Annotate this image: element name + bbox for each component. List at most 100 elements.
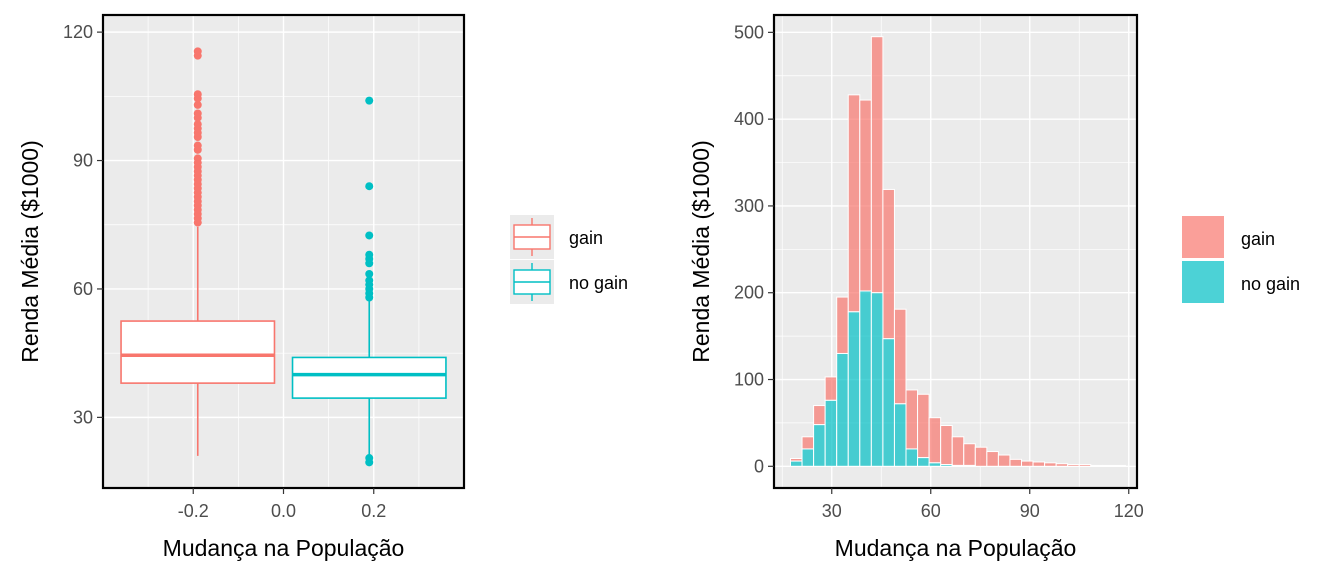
histogram-bar-gain bbox=[1044, 462, 1057, 467]
histogram-panel-border bbox=[772, 13, 1139, 490]
histogram-bar-no-gain bbox=[790, 460, 803, 467]
histogram-bar-gain bbox=[813, 405, 826, 426]
x-tick-label: -0.2 bbox=[178, 501, 209, 521]
legend-item-no-gain: no gain bbox=[1182, 261, 1300, 303]
outlier-point bbox=[365, 250, 374, 259]
histogram-bar-no-gain bbox=[813, 424, 826, 467]
y-tick-label: 500 bbox=[734, 22, 764, 42]
x-tick-label: 120 bbox=[1114, 501, 1144, 521]
histogram-bar-gain bbox=[1021, 460, 1034, 467]
histogram-marks bbox=[790, 36, 1126, 467]
histogram-bar-gain bbox=[847, 94, 861, 313]
histogram-series-no-gain bbox=[790, 290, 976, 467]
boxplot-panel: 30 60 90 120 -0.2 0.0 0.2 Mudança na População… bbox=[17, 13, 628, 561]
legend-item-gain: gain bbox=[1182, 216, 1275, 258]
box-iqr bbox=[120, 320, 276, 384]
outlier-point bbox=[193, 100, 202, 109]
x-tick-label: 30 bbox=[822, 501, 842, 521]
y-tick-label: 90 bbox=[73, 151, 93, 171]
histogram-bar-no-gain bbox=[882, 338, 895, 467]
histogram-bar-gain bbox=[1101, 464, 1115, 467]
outlier-point bbox=[365, 276, 374, 285]
histogram-bar-no-gain bbox=[928, 462, 942, 467]
histogram-bar-gain bbox=[951, 436, 965, 466]
outlier-point bbox=[193, 47, 202, 56]
y-tick-label: 120 bbox=[63, 22, 93, 42]
outlier-point bbox=[365, 96, 374, 105]
histogram-y-axis-title: Renda Média ($1000) bbox=[688, 140, 714, 362]
histogram-bar-gain bbox=[928, 417, 942, 464]
histogram-bar-gain bbox=[986, 451, 999, 467]
boxplot-legend: gain no gain bbox=[510, 215, 628, 304]
histogram-ticks: 0 100 200 300 400 500 30 60 90 120 bbox=[734, 22, 1144, 521]
box-series-no-gain bbox=[291, 96, 447, 467]
histogram-bar-gain bbox=[997, 454, 1011, 467]
outlier-point bbox=[193, 109, 202, 118]
boxplot-marks bbox=[120, 47, 447, 467]
outlier-point bbox=[365, 182, 374, 191]
outlier-point bbox=[193, 141, 202, 150]
histogram-bar-no-gain bbox=[824, 399, 838, 467]
histogram-bar-gain bbox=[824, 376, 838, 401]
histogram-bar-gain bbox=[859, 99, 872, 292]
outlier-point bbox=[193, 120, 202, 129]
legend-label: no gain bbox=[569, 273, 628, 293]
histogram-bar-no-gain bbox=[917, 457, 930, 467]
x-tick-label: 0.2 bbox=[361, 501, 386, 521]
outlier-point bbox=[193, 90, 202, 99]
histogram-bar-gain bbox=[1067, 464, 1080, 467]
y-tick-label: 0 bbox=[754, 456, 764, 476]
histogram-bar-gain bbox=[1055, 463, 1069, 467]
histogram-bar-gain bbox=[940, 425, 953, 466]
histogram-bar-gain bbox=[905, 389, 919, 450]
legend-key-swatch bbox=[1182, 216, 1224, 258]
y-tick-label: 30 bbox=[73, 407, 93, 427]
histogram-bar-gain bbox=[1032, 461, 1046, 467]
histogram-legend: gain no gain bbox=[1182, 216, 1300, 303]
histogram-bar-no-gain bbox=[870, 292, 884, 467]
histogram-panel: 0 100 200 300 400 500 30 60 90 120 Mudança na Pop… bbox=[688, 13, 1300, 561]
histogram-bar-gain bbox=[1090, 464, 1103, 467]
x-tick-label: 90 bbox=[1020, 501, 1040, 521]
histogram-bar-gain bbox=[836, 296, 849, 354]
legend-item-gain: gain bbox=[510, 215, 603, 259]
histogram-bar-no-gain bbox=[847, 311, 861, 467]
legend-label: gain bbox=[1241, 229, 1275, 249]
outlier-point bbox=[365, 454, 374, 463]
x-tick-label: 60 bbox=[921, 501, 941, 521]
boxplot-y-axis-title: Renda Média ($1000) bbox=[17, 140, 43, 362]
x-tick-label: 0.0 bbox=[271, 501, 296, 521]
legend-key-swatch bbox=[1182, 261, 1224, 303]
histogram-bar-no-gain bbox=[893, 403, 907, 467]
histogram-bar-gain bbox=[1078, 464, 1092, 467]
histogram-bar-no-gain bbox=[905, 448, 919, 467]
legend-label: gain bbox=[569, 228, 603, 248]
y-tick-label: 100 bbox=[734, 370, 764, 390]
histogram-bar-gain bbox=[963, 443, 976, 466]
box-series-gain bbox=[120, 47, 276, 456]
histogram-bar-no-gain bbox=[801, 448, 815, 467]
histogram-x-axis-title: Mudança na População bbox=[835, 535, 1077, 561]
boxplot-ticks: 30 60 90 120 -0.2 0.0 0.2 bbox=[63, 22, 386, 521]
y-tick-label: 300 bbox=[734, 196, 764, 216]
histogram-bar-gain bbox=[882, 188, 895, 340]
y-tick-label: 60 bbox=[73, 279, 93, 299]
histogram-bar-no-gain bbox=[859, 290, 872, 467]
histogram-bar-no-gain bbox=[836, 352, 849, 467]
histogram-bar-gain bbox=[917, 393, 930, 459]
histogram-bar-no-gain bbox=[951, 464, 965, 467]
histogram-bar-no-gain bbox=[963, 464, 976, 467]
outlier-point bbox=[193, 154, 202, 163]
boxplot-x-axis-title: Mudança na População bbox=[163, 535, 405, 561]
legend-label: no gain bbox=[1241, 274, 1300, 294]
histogram-bar-gain bbox=[1113, 464, 1126, 467]
box-iqr bbox=[291, 356, 447, 399]
histogram-bar-gain bbox=[801, 436, 815, 450]
histogram-bar-gain bbox=[893, 308, 907, 405]
histogram-bar-gain bbox=[1009, 458, 1023, 467]
boxplot-grid bbox=[103, 15, 464, 488]
outlier-point bbox=[365, 231, 374, 240]
histogram-bar-gain bbox=[974, 446, 988, 467]
histogram-bar-gain bbox=[870, 36, 884, 294]
